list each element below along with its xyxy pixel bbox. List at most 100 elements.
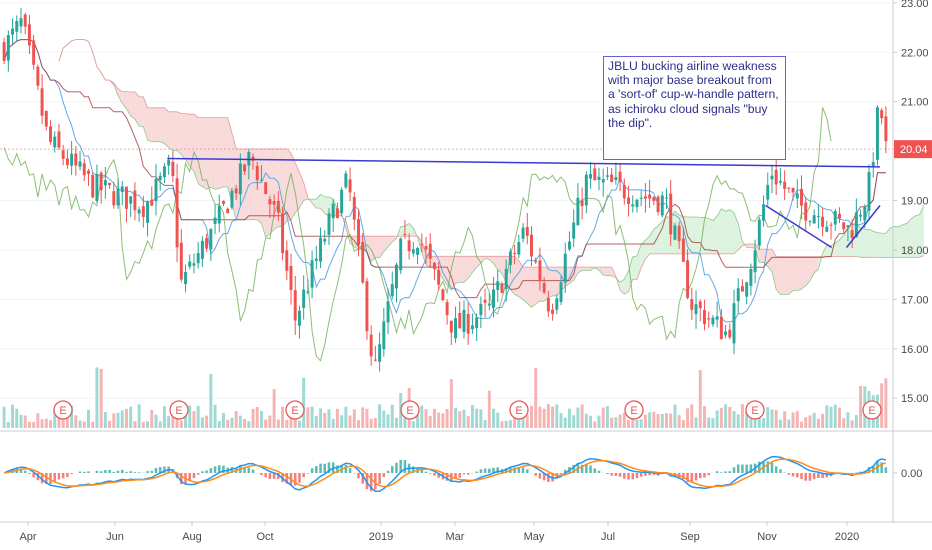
macd-histogram-bar bbox=[49, 473, 52, 484]
candle bbox=[517, 234, 521, 259]
cloud-segment bbox=[919, 204, 924, 258]
candlesticks[interactable] bbox=[2, 8, 888, 372]
macd-histogram-bar bbox=[593, 468, 597, 473]
candle-body bbox=[863, 206, 867, 221]
cloud-segment bbox=[822, 245, 827, 257]
candle bbox=[884, 106, 888, 154]
cloud-segment bbox=[860, 227, 865, 258]
candle bbox=[154, 164, 158, 216]
macd-histogram-bar bbox=[547, 473, 550, 482]
candle-body bbox=[255, 165, 259, 181]
macd-histogram-bar bbox=[483, 468, 487, 473]
macd-histogram-bar bbox=[336, 465, 339, 473]
candle-body bbox=[665, 197, 668, 199]
volume-bar bbox=[281, 406, 285, 428]
volume-bar bbox=[656, 414, 660, 428]
volume-bar bbox=[378, 404, 382, 428]
annotation-note[interactable]: JBLU bucking airline weakness with major… bbox=[603, 56, 786, 160]
candle-body bbox=[492, 289, 495, 308]
candle bbox=[525, 213, 529, 245]
candle bbox=[53, 131, 57, 153]
macd-y-tick-label: 0.00 bbox=[901, 468, 922, 480]
earnings-marker[interactable]: E bbox=[400, 400, 420, 420]
candle-body bbox=[504, 268, 508, 289]
volume-bar bbox=[707, 417, 711, 428]
volume-bar bbox=[386, 414, 390, 428]
candle-body bbox=[605, 175, 609, 177]
earnings-marker[interactable]: E bbox=[285, 400, 305, 420]
candle bbox=[829, 221, 833, 240]
candle-body bbox=[70, 153, 74, 166]
volume-bar bbox=[572, 415, 576, 428]
cloud-segment bbox=[898, 224, 903, 258]
candle-body bbox=[854, 212, 858, 238]
x-tick-label: Jun bbox=[106, 531, 124, 543]
candle bbox=[660, 191, 664, 218]
candle-body bbox=[369, 334, 373, 357]
cloud-segment bbox=[620, 279, 625, 295]
candle bbox=[399, 237, 403, 275]
cloud-segment bbox=[780, 256, 785, 295]
candle bbox=[378, 332, 382, 372]
volume-bar bbox=[454, 408, 458, 428]
earnings-marker[interactable]: E bbox=[862, 400, 882, 420]
macd-histogram-bar bbox=[66, 473, 69, 477]
candle-body bbox=[829, 224, 833, 226]
macd-histogram-bar bbox=[180, 473, 183, 485]
macd-histogram-bar bbox=[614, 473, 618, 477]
candle bbox=[504, 259, 508, 302]
candle bbox=[778, 167, 782, 186]
candle-body bbox=[259, 179, 263, 181]
candle-body bbox=[593, 168, 597, 181]
candle-body bbox=[116, 188, 120, 206]
y-tick-label: 18.00 bbox=[901, 245, 929, 257]
earnings-marker[interactable]: E bbox=[53, 400, 73, 420]
earnings-marker[interactable]: E bbox=[624, 400, 644, 420]
volume-bar bbox=[319, 408, 323, 428]
earnings-marker[interactable]: E bbox=[169, 400, 189, 420]
candle bbox=[238, 153, 242, 206]
cloud-segment bbox=[265, 148, 270, 238]
cloud-segment bbox=[915, 214, 920, 258]
candle-body bbox=[403, 234, 407, 236]
candle-body bbox=[306, 291, 310, 293]
candle-body bbox=[449, 320, 453, 333]
volume-bar bbox=[812, 412, 816, 428]
macd-histogram-bar bbox=[361, 473, 364, 484]
cloud-segment bbox=[493, 256, 498, 270]
macd-histogram-bar bbox=[40, 473, 44, 484]
macd-histogram-bar bbox=[327, 462, 331, 473]
candle-body bbox=[576, 197, 580, 226]
volume-bar bbox=[816, 418, 820, 428]
volume-bar bbox=[614, 417, 618, 428]
candle bbox=[196, 241, 200, 269]
candle bbox=[846, 224, 850, 242]
cloud-segment bbox=[725, 209, 730, 254]
cloud-segment bbox=[805, 256, 810, 286]
candle bbox=[719, 309, 723, 340]
candle bbox=[597, 167, 601, 191]
candle-body bbox=[648, 194, 652, 199]
earnings-marker[interactable]: E bbox=[745, 400, 765, 420]
macd-histogram-bar bbox=[796, 473, 799, 478]
candle bbox=[521, 223, 525, 243]
candle-body bbox=[196, 253, 200, 264]
volume-bar bbox=[416, 414, 420, 428]
earnings-marker[interactable]: E bbox=[509, 400, 529, 420]
candle bbox=[576, 183, 580, 226]
macd-histogram-bar bbox=[749, 464, 753, 473]
candle-body bbox=[61, 150, 65, 159]
volume-bar bbox=[538, 406, 542, 428]
volume-bar bbox=[808, 415, 812, 428]
macd-histogram-bar bbox=[720, 472, 723, 473]
candle bbox=[842, 222, 846, 233]
candle-body bbox=[19, 18, 23, 27]
macd-histogram-bar bbox=[694, 473, 698, 481]
volume-bar bbox=[838, 407, 841, 428]
earnings-label: E bbox=[406, 405, 413, 417]
candle-body bbox=[719, 316, 723, 340]
volume-bar bbox=[124, 408, 128, 428]
candle bbox=[800, 175, 803, 220]
candle-body bbox=[500, 284, 504, 293]
